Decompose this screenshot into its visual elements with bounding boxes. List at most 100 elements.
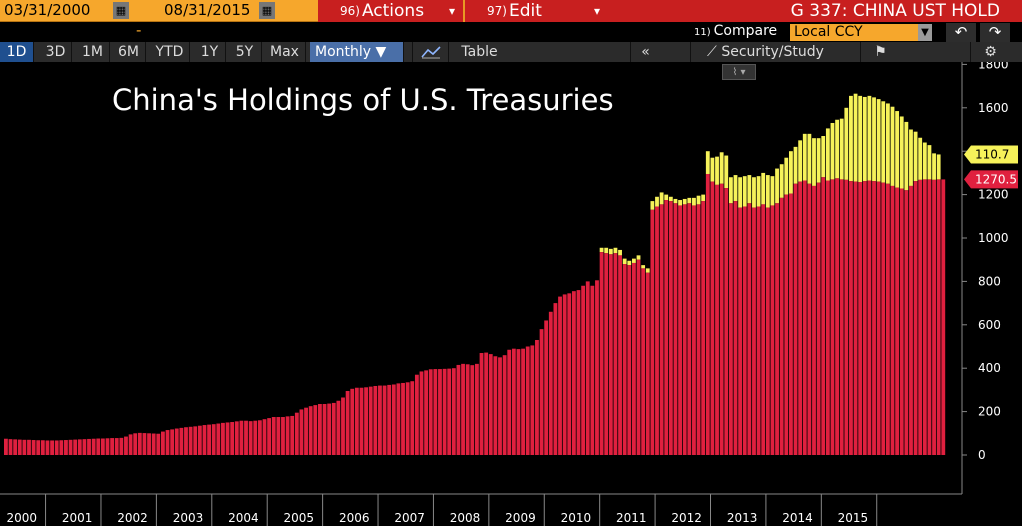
forward-icon[interactable]: ↷ — [980, 23, 1010, 42]
bar — [322, 404, 327, 455]
bar — [918, 179, 923, 455]
tab-1y[interactable]: 1Y — [194, 42, 226, 62]
last-value-tag — [964, 170, 1018, 189]
bar-top-segment — [913, 131, 918, 182]
actions-menu[interactable]: 96) Actions ▾ — [318, 0, 463, 22]
bar-top-segment — [858, 95, 863, 183]
bar — [161, 431, 165, 455]
bar-top-segment — [876, 99, 881, 182]
bar — [36, 440, 41, 455]
tab-3d[interactable]: 3D — [40, 42, 72, 62]
settings-icon[interactable]: ⚙ — [970, 42, 1010, 62]
bar — [922, 179, 927, 455]
bar-top-segment — [830, 122, 835, 180]
bar — [599, 252, 604, 455]
bar — [193, 426, 198, 455]
bar-top-segment — [668, 196, 673, 202]
start-date-input[interactable]: 03/31/2000 — [0, 2, 113, 19]
bar-top-segment — [872, 97, 876, 182]
bar — [419, 371, 424, 455]
bar — [114, 438, 119, 455]
bar-top-segment — [641, 265, 646, 269]
bar — [405, 382, 410, 455]
bar-top-segment — [682, 198, 687, 205]
bar — [604, 253, 609, 455]
collapse-icon[interactable]: « — [630, 42, 660, 62]
bar-top-segment — [673, 198, 678, 204]
bar — [110, 438, 115, 455]
x-tick-label: 2015 — [838, 511, 869, 525]
bar-top-segment — [655, 196, 659, 207]
bar-top-segment — [650, 201, 655, 210]
security-study-button[interactable]: ⟋ Security/Study — [690, 42, 840, 62]
tab-ytd[interactable]: YTD — [150, 42, 190, 62]
caret-down-icon: ▾ — [448, 4, 455, 18]
bar — [705, 173, 710, 455]
bar-top-segment — [756, 176, 761, 207]
bar — [770, 205, 775, 455]
currency-select[interactable]: Local CCY — [790, 24, 918, 41]
last-value-label: 1270.5 — [975, 172, 1017, 186]
bar-top-segment — [932, 153, 936, 180]
flag-icon[interactable]: ⚑ — [860, 42, 900, 62]
back-icon[interactable]: ↶ — [946, 23, 976, 42]
bar-top-segment — [890, 106, 895, 186]
bar — [733, 201, 738, 455]
frequency-select[interactable]: Monthly ▼ — [310, 42, 404, 62]
tab-5y[interactable]: 5Y — [228, 42, 262, 62]
chart: China's Holdings of U.S. Treasuries 0 200… — [0, 62, 1018, 526]
bar — [216, 423, 221, 455]
bar-top-segment — [789, 151, 793, 194]
bar — [373, 385, 378, 455]
bar — [867, 180, 872, 455]
bar — [147, 433, 151, 455]
chart-type-icon[interactable]: ⌇ ▾ — [722, 64, 756, 80]
end-calendar-icon[interactable]: ▦ — [259, 2, 275, 19]
x-tick-label: 2010 — [561, 511, 592, 525]
table-button[interactable]: Table — [448, 42, 510, 62]
bar — [502, 355, 507, 455]
bar — [276, 417, 281, 455]
bar — [825, 180, 830, 455]
tab-1m[interactable]: 1M — [76, 42, 110, 62]
bar — [105, 438, 110, 455]
edit-menu[interactable]: 97) Edit ▾ — [465, 0, 608, 22]
tab-max[interactable]: Max — [264, 42, 306, 62]
line-chart-icon[interactable] — [412, 42, 448, 62]
bar — [354, 387, 359, 455]
bar-top-segment — [632, 258, 636, 263]
tab-6m[interactable]: 6M — [112, 42, 146, 62]
bar — [461, 363, 465, 455]
bar — [359, 387, 364, 455]
end-date-input[interactable]: 08/31/2015 — [160, 2, 257, 19]
bar — [13, 439, 18, 455]
x-tick-label: 2008 — [450, 511, 481, 525]
bar — [271, 417, 276, 455]
bar — [913, 181, 918, 455]
bar-top-segment — [692, 197, 696, 206]
y-tick-label: 800 — [978, 274, 1001, 288]
bar — [738, 207, 743, 455]
currency-caret-icon[interactable]: ▼ — [918, 24, 932, 41]
tab-1d[interactable]: 1D — [0, 42, 34, 62]
actions-shortcut: 96) — [340, 4, 360, 18]
bar-top-segment — [733, 175, 738, 202]
x-tick-label: 2005 — [284, 511, 315, 525]
date-row — [0, 22, 1022, 42]
bar — [872, 181, 876, 455]
bar-top-segment — [705, 151, 710, 174]
bar — [692, 205, 696, 455]
bar — [539, 329, 544, 455]
x-tick-label: 2001 — [62, 511, 93, 525]
bar — [507, 349, 512, 455]
bar — [378, 385, 382, 455]
bar — [567, 293, 572, 455]
bar — [336, 400, 341, 455]
bar — [8, 439, 13, 455]
bar-top-segment — [862, 96, 867, 182]
start-calendar-icon[interactable]: ▦ — [113, 2, 129, 19]
bar-top-segment — [779, 164, 784, 198]
bar — [87, 438, 91, 455]
bar-top-segment — [738, 177, 743, 208]
bar-top-segment — [775, 168, 779, 204]
